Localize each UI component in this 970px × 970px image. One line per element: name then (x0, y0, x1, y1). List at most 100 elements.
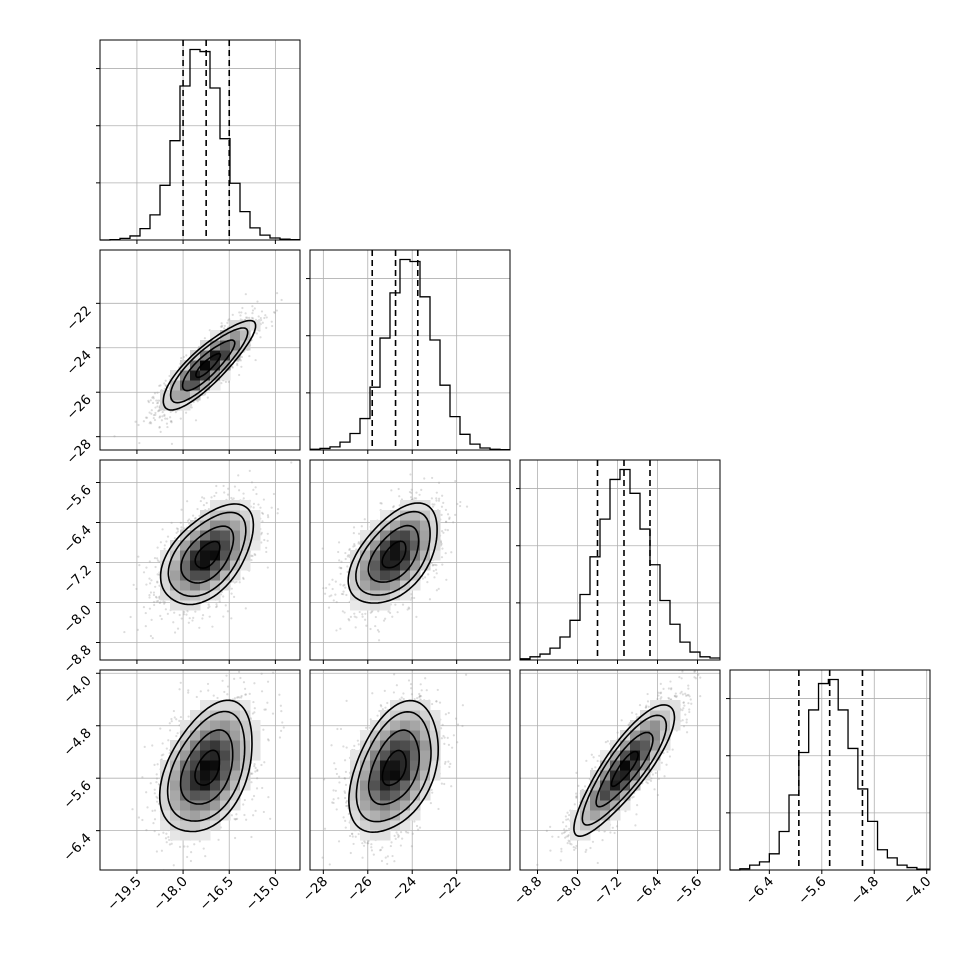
scatter-point (148, 607, 152, 610)
scatter-point (440, 737, 444, 740)
density-bin (190, 520, 201, 531)
scatter-point (332, 798, 335, 801)
scatter-point (152, 395, 155, 398)
scatter-point (418, 696, 421, 699)
scatter-point (148, 577, 151, 580)
scatter-point (337, 550, 340, 554)
density-bin (190, 710, 201, 721)
density-bin (180, 580, 191, 591)
scatter-point (409, 682, 413, 686)
scatter-point (170, 720, 173, 723)
scatter-point (191, 514, 195, 517)
density-bin (390, 780, 401, 791)
density-bin (380, 580, 391, 591)
scatter-point (374, 624, 377, 628)
scatter-point (345, 799, 349, 803)
scatter-point (461, 704, 464, 707)
density-bin (420, 540, 431, 551)
density-panel-1-0: −28−26−24−22 (63, 249, 301, 468)
scatter-point (201, 614, 205, 617)
scatter-point (147, 401, 151, 404)
scatter-point (244, 687, 247, 690)
x-tick-label: −19.5 (104, 874, 145, 915)
scatter-point (153, 392, 157, 395)
contour-level-0 (195, 352, 222, 379)
scatter-point (202, 503, 206, 507)
scatter-point (244, 312, 247, 315)
scatter-point (557, 835, 560, 839)
scatter-point (390, 489, 393, 492)
scatter-point (240, 311, 243, 314)
scatter-point (235, 580, 238, 584)
scatter-point (153, 603, 156, 607)
scatter-point (159, 727, 162, 730)
scatter-point (347, 617, 350, 621)
scatter-point (363, 618, 367, 621)
scatter-point (345, 746, 348, 749)
density-bin (410, 790, 421, 801)
scatter-point (233, 697, 237, 700)
scatter-point (681, 709, 684, 712)
scatter-point (231, 580, 235, 583)
panel-frame (309, 249, 511, 451)
density-bin (370, 730, 381, 741)
scatter-point (444, 520, 448, 524)
scatter-point (157, 833, 161, 836)
density-bin (170, 790, 181, 801)
density-bin (420, 550, 431, 561)
scatter-point (143, 745, 146, 748)
scatter-point (328, 583, 331, 586)
scatter-point (252, 794, 256, 798)
histogram-step-1 (310, 258, 510, 451)
scatter-point (585, 848, 588, 851)
scatter-point (260, 763, 263, 767)
contour-level-3 (159, 503, 255, 606)
scatter-point (168, 729, 172, 732)
density-bin (380, 510, 391, 521)
scatter-point (328, 863, 331, 866)
density-bin (230, 780, 241, 791)
scatter-point (162, 831, 165, 834)
scatter-point (170, 421, 173, 424)
density-bin (370, 540, 381, 551)
scatter-point (185, 354, 188, 357)
scatter-point (266, 514, 270, 517)
scatter-point (160, 617, 163, 621)
scatter-point (697, 673, 700, 676)
scatter-point (234, 817, 238, 821)
scatter-point (437, 587, 440, 590)
density-bin (240, 500, 251, 511)
scatter-point (435, 700, 438, 703)
scatter-point (192, 616, 195, 620)
scatter-point (657, 777, 661, 780)
scatter-point (413, 497, 416, 500)
scatter-point (402, 692, 405, 695)
scatter-point (344, 826, 347, 829)
scatter-point (446, 529, 449, 532)
scatter-point (437, 807, 440, 811)
scatter-point (152, 822, 155, 825)
scatter-point (187, 621, 190, 624)
scatter-point (179, 417, 182, 420)
density-bin (350, 790, 361, 801)
scatter-point (204, 855, 207, 858)
scatter-point (194, 610, 197, 613)
scatter-point (335, 629, 338, 632)
scatter-point (156, 763, 159, 766)
scatter-point (154, 585, 157, 588)
scatter-point (158, 415, 162, 418)
scatter-point (141, 818, 144, 822)
scatter-point (646, 692, 649, 696)
scatter-point (165, 747, 168, 750)
y-tick-label: −24 (63, 347, 94, 378)
density-bin (370, 820, 381, 831)
scatter-point (196, 507, 199, 511)
scatter-point (253, 707, 256, 710)
scatter-point (344, 557, 347, 561)
scatter-point (339, 583, 342, 586)
scatter-point (158, 426, 161, 429)
scatter-point (230, 814, 233, 817)
scatter-point (238, 696, 241, 699)
density-bin (190, 550, 201, 561)
